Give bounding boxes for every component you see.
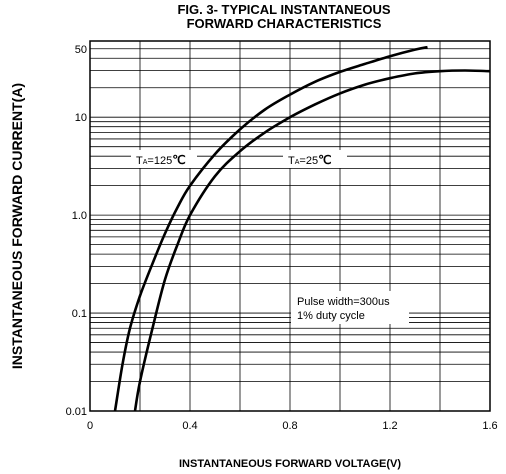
- series-line: [133, 69, 491, 412]
- chart-title-line1: FIG. 3- TYPICAL INSTANTANEOUS: [177, 2, 390, 17]
- pulse-note-line1: Pulse width=300us: [297, 296, 390, 308]
- x-tick-label: 0.8: [282, 420, 297, 432]
- ta25-label-bg: [283, 150, 347, 168]
- x-tick-label: 0: [87, 420, 93, 432]
- pulse-note-bg: [291, 291, 409, 324]
- y-tick-label: 10: [75, 112, 87, 124]
- grid: [90, 41, 490, 411]
- y-tick-label: 50: [75, 44, 87, 56]
- series-line: [113, 45, 428, 412]
- pulse-note-line2: 1% duty cycle: [297, 310, 365, 322]
- x-tick-label: 1.2: [382, 420, 397, 432]
- ta125-label-bg: [131, 150, 197, 168]
- y-tick-label: 0.01: [66, 406, 87, 418]
- tick-labels: 0 0.4 0.8 1.2 1.6 0.01 0.1 1.0 10 50: [66, 44, 498, 432]
- y-tick-label: 0.1: [72, 308, 87, 320]
- series-layer: [113, 45, 491, 412]
- ta125-label: TA=125℃: [136, 153, 186, 167]
- x-tick-label: 0.4: [182, 420, 197, 432]
- plot-frame: [89, 40, 491, 412]
- x-tick-label: 1.6: [482, 420, 497, 432]
- chart-title-line2: FORWARD CHARACTERISTICS: [187, 16, 382, 31]
- ta25-label: TA=25℃: [288, 153, 332, 167]
- y-axis-label: INSTANTANEOUS FORWARD CURRENT(A): [9, 83, 25, 369]
- y-tick-label: 1.0: [72, 210, 87, 222]
- x-axis-label: INSTANTANEOUS FORWARD VOLTAGE(V): [179, 458, 401, 470]
